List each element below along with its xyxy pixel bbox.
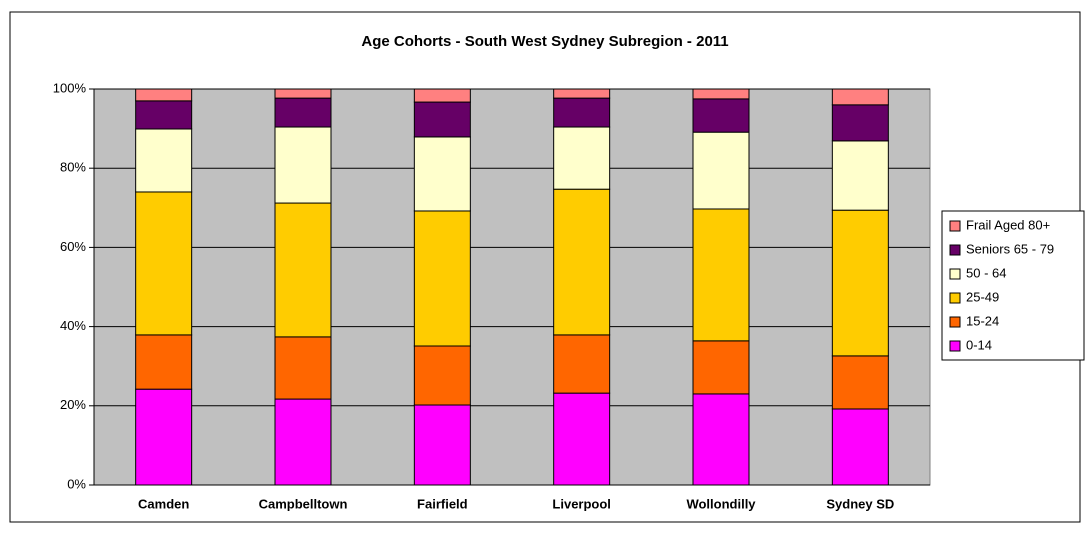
legend-swatch xyxy=(949,244,961,256)
bar-segment xyxy=(553,88,611,99)
bar-segment xyxy=(413,88,471,103)
bar-segment xyxy=(135,88,193,102)
y-tick-label: 80% xyxy=(60,160,86,175)
bar-segment xyxy=(135,191,193,336)
bar-segment xyxy=(831,355,889,410)
bar-segment xyxy=(135,100,193,130)
y-tick-label: 0% xyxy=(67,476,86,491)
bar-segment xyxy=(413,345,471,406)
legend-label: Seniors 65 - 79 xyxy=(966,241,1054,256)
legend-swatch xyxy=(949,220,961,232)
y-tick-label: 20% xyxy=(60,397,86,412)
bar-segment xyxy=(553,188,611,336)
bar-segment xyxy=(413,210,471,347)
bar-segment xyxy=(553,392,611,486)
bar-segment xyxy=(274,202,332,338)
bar-segment xyxy=(553,126,611,190)
bar-segment xyxy=(553,334,611,394)
bar-segment xyxy=(274,88,332,99)
legend-swatch xyxy=(949,316,961,328)
legend-box xyxy=(941,210,1085,361)
bar-segment xyxy=(831,104,889,142)
bar-segment xyxy=(692,88,750,100)
bar-segment xyxy=(831,408,889,486)
bar-segment xyxy=(274,398,332,486)
bar-segment xyxy=(692,208,750,342)
x-tick-label: Fairfield xyxy=(417,496,468,511)
x-tick-label: Wollondilly xyxy=(686,496,756,511)
legend-swatch xyxy=(949,292,961,304)
y-tick-label: 100% xyxy=(53,80,87,95)
legend-label: 25-49 xyxy=(966,289,999,304)
bar-segment xyxy=(135,334,193,390)
bar-segment xyxy=(831,140,889,211)
bar-segment xyxy=(692,98,750,133)
y-tick-label: 40% xyxy=(60,318,86,333)
bar-segment xyxy=(274,97,332,128)
legend-label: 15-24 xyxy=(966,313,999,328)
legend-label: 50 - 64 xyxy=(966,265,1006,280)
x-tick-label: Campbelltown xyxy=(259,496,348,511)
bar-segment xyxy=(413,136,471,212)
bar-segment xyxy=(274,336,332,400)
x-tick-label: Liverpool xyxy=(552,496,611,511)
x-tick-label: Camden xyxy=(138,496,189,511)
bar-segment xyxy=(692,393,750,486)
bar-segment xyxy=(692,340,750,395)
y-tick-label: 60% xyxy=(60,239,86,254)
bar-segment xyxy=(692,131,750,210)
legend-label: Frail Aged 80+ xyxy=(966,217,1050,232)
x-tick-label: Sydney SD xyxy=(826,496,894,511)
bar-segment xyxy=(274,126,332,204)
chart-title: Age Cohorts - South West Sydney Subregio… xyxy=(361,33,728,50)
bar-segment xyxy=(553,97,611,128)
bar-segment xyxy=(135,128,193,193)
bar-segment xyxy=(413,101,471,138)
legend-swatch xyxy=(949,340,961,352)
bar-segment xyxy=(831,209,889,357)
bar-segment xyxy=(135,388,193,486)
legend-label: 0-14 xyxy=(966,337,992,352)
bar-segment xyxy=(413,404,471,486)
legend-swatch xyxy=(949,268,961,280)
bar-segment xyxy=(831,88,889,106)
plot-area xyxy=(93,88,931,486)
